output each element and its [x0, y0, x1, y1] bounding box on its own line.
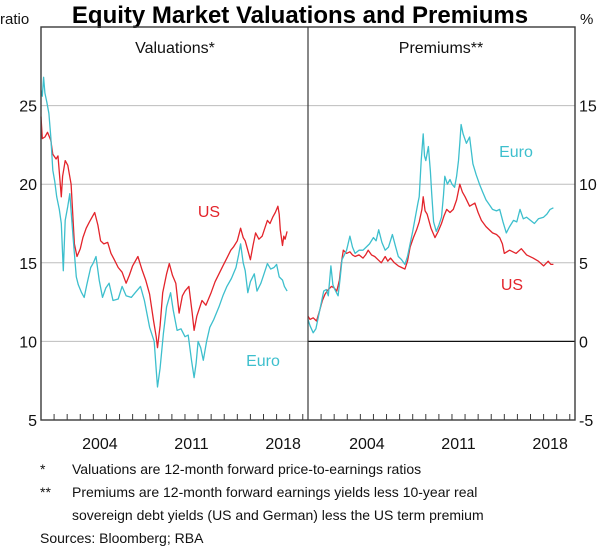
right-y-tick-label: 10	[579, 177, 597, 194]
label-valuations-us: US	[198, 204, 220, 221]
left-y-tick-label: 5	[28, 413, 37, 430]
right-y-tick-label: 15	[579, 99, 597, 116]
footnote-marker-2: **	[40, 484, 51, 500]
footnotes: * Valuations are 12-month forward price-…	[40, 461, 484, 546]
panel-title-valuations: Valuations*	[135, 40, 215, 57]
right-y-tick-label: 0	[579, 334, 588, 351]
premiums-series-euro	[307, 123, 554, 334]
premiums-x-tick-label: 2018	[532, 436, 568, 453]
right-axis-unit: %	[580, 11, 593, 28]
label-premiums-us: US	[501, 277, 523, 294]
left-y-tick-label: 20	[19, 177, 37, 194]
valuations-series-us	[40, 116, 288, 349]
footnote-text-1: Valuations are 12-month forward price-to…	[72, 461, 421, 477]
axis-ticks: 5 10 15 20 25 2004 2011 2018 -5 0 5 10 15 2004 2011 201…	[19, 99, 597, 453]
label-premiums-euro: Euro	[499, 144, 533, 161]
footnote-text-2-line-2: sovereign debt yields (US and German) le…	[72, 507, 484, 523]
label-valuations-euro: Euro	[246, 353, 280, 370]
figure-title: Equity Market Valuations and Premiums	[72, 2, 528, 29]
premiums-x-tick-label: 2011	[441, 436, 476, 453]
valuations-x-tick-label: 2018	[265, 436, 301, 453]
left-y-tick-label: 15	[19, 256, 37, 273]
sources-note: Sources: Bloomberg; RBA	[40, 530, 204, 546]
series-lines	[40, 76, 554, 388]
valuations-series-euro	[40, 76, 288, 388]
valuations-x-tick-label: 2011	[174, 436, 209, 453]
left-y-tick-label: 10	[19, 334, 37, 351]
right-y-tick-label: 5	[579, 256, 588, 273]
panel-title-premiums: Premiums**	[399, 40, 483, 57]
right-y-tick-label: -5	[579, 413, 593, 430]
valuations-x-tick-label: 2004	[82, 436, 118, 453]
left-y-tick-label: 25	[19, 99, 37, 116]
premiums-x-tick-label: 2004	[349, 436, 385, 453]
footnote-text-2-line-1: Premiums are 12-month forward earnings y…	[72, 484, 477, 500]
gridlines	[41, 105, 575, 342]
left-axis-unit: ratio	[0, 11, 29, 28]
footnote-marker-1: *	[40, 461, 46, 477]
axes	[40, 26, 576, 421]
